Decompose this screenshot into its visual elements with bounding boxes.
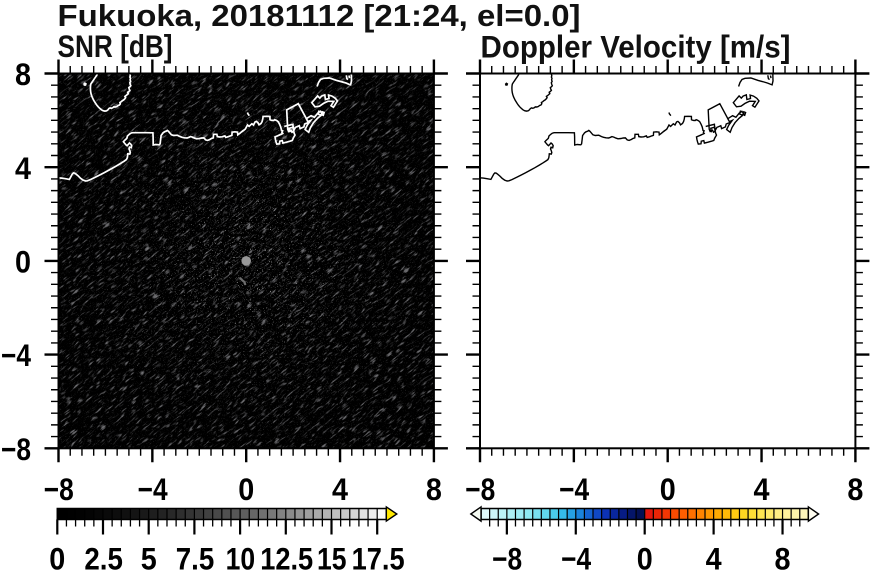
svg-text:−8: −8 (465, 471, 495, 507)
svg-text:0: 0 (660, 471, 676, 507)
svg-text:10: 10 (226, 541, 256, 570)
svg-text:4: 4 (706, 541, 722, 570)
svg-text:7.5: 7.5 (176, 541, 215, 570)
svg-text:8: 8 (775, 541, 791, 570)
svg-text:Fukuoka, 20181112 [21:24, el=0: Fukuoka, 20181112 [21:24, el=0.0] (58, 0, 581, 33)
svg-text:−4: −4 (561, 541, 591, 570)
svg-text:−8: −8 (44, 471, 74, 507)
svg-text:0: 0 (238, 471, 254, 507)
svg-text:8: 8 (15, 56, 31, 92)
svg-text:2.5: 2.5 (84, 541, 123, 570)
svg-text:−4: −4 (138, 471, 168, 507)
svg-text:4: 4 (754, 471, 770, 507)
svg-text:4: 4 (15, 150, 31, 186)
svg-text:0: 0 (49, 541, 65, 570)
svg-text:5: 5 (141, 541, 157, 570)
svg-text:−4: −4 (559, 471, 589, 507)
svg-text:8: 8 (426, 471, 442, 507)
svg-text:0: 0 (637, 541, 653, 570)
svg-text:−8: −8 (1, 431, 31, 467)
svg-text:12.5: 12.5 (260, 541, 313, 570)
svg-text:SNR [dB]: SNR [dB] (58, 28, 173, 64)
svg-text:8: 8 (847, 471, 863, 507)
svg-text:4: 4 (332, 471, 348, 507)
svg-text:15: 15 (317, 541, 347, 570)
svg-text:−8: −8 (492, 541, 522, 570)
svg-text:Doppler Velocity [m/s]: Doppler Velocity [m/s] (481, 28, 791, 64)
svg-text:0: 0 (15, 244, 31, 280)
svg-text:−4: −4 (1, 337, 31, 373)
svg-text:17.5: 17.5 (352, 541, 405, 570)
